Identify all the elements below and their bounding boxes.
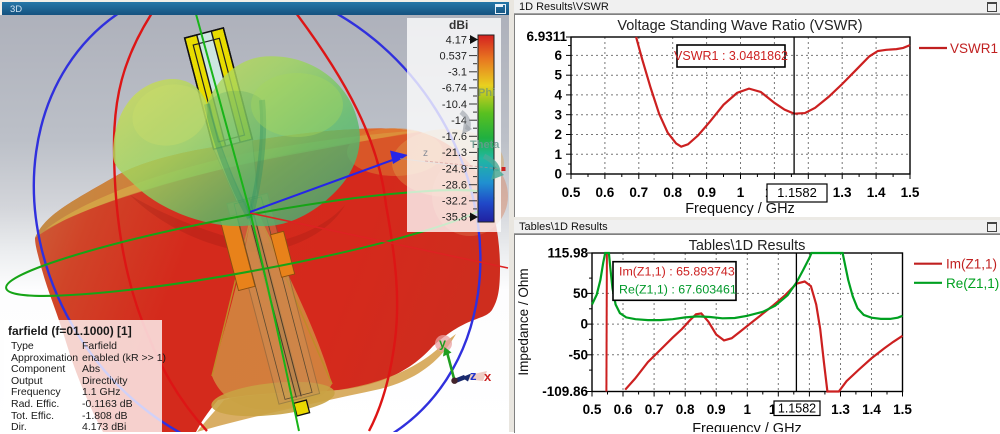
svg-text:-10.4: -10.4 xyxy=(442,99,467,111)
svg-text:0.537: 0.537 xyxy=(439,50,467,62)
svg-text:Theta: Theta xyxy=(470,139,500,151)
svg-text:0.6: 0.6 xyxy=(596,185,615,200)
svg-text:z: z xyxy=(470,368,477,383)
svg-text:1.5: 1.5 xyxy=(893,402,912,417)
svg-text:x: x xyxy=(484,369,492,384)
svg-text:1.1582: 1.1582 xyxy=(777,185,817,200)
svg-text:0.5: 0.5 xyxy=(562,185,581,200)
svg-text:-3.1: -3.1 xyxy=(448,67,467,79)
svg-text:Impedance / Ohm: Impedance / Ohm xyxy=(516,268,531,375)
svg-text:Frequency / GHz: Frequency / GHz xyxy=(685,201,795,217)
svg-text:-14: -14 xyxy=(451,115,467,127)
svg-text:VSWR1: VSWR1 xyxy=(950,41,998,56)
svg-text:-32.2: -32.2 xyxy=(442,196,467,208)
svg-text:Im(Z1,1) : 65.893743: Im(Z1,1) : 65.893743 xyxy=(619,265,735,279)
svg-text:1: 1 xyxy=(737,185,745,200)
svg-text:0.9: 0.9 xyxy=(707,402,726,417)
svg-text:4.17: 4.17 xyxy=(446,34,467,46)
svg-text:Phi: Phi xyxy=(478,87,495,99)
svg-text:6.9311: 6.9311 xyxy=(526,29,567,44)
svg-text:z: z xyxy=(423,148,428,159)
svg-text:0.7: 0.7 xyxy=(645,402,664,417)
svg-text:-24.9: -24.9 xyxy=(442,163,467,175)
svg-text:dBi: dBi xyxy=(449,18,468,32)
svg-text:-6.74: -6.74 xyxy=(442,83,467,95)
svg-text:0.7: 0.7 xyxy=(629,185,648,200)
svg-text:-109.86: -109.86 xyxy=(542,384,588,399)
svg-text:Re(Z1,1) : 67.603461: Re(Z1,1) : 67.603461 xyxy=(619,283,737,297)
svg-text:1.3: 1.3 xyxy=(833,185,852,200)
svg-text:1.1582: 1.1582 xyxy=(778,402,816,416)
svg-text:Frequency / GHz: Frequency / GHz xyxy=(692,421,802,432)
svg-text:y: y xyxy=(439,337,446,351)
svg-text:0.8: 0.8 xyxy=(663,185,682,200)
svg-text:1: 1 xyxy=(554,147,562,162)
svg-text:3: 3 xyxy=(554,107,562,122)
svg-text:1.3: 1.3 xyxy=(831,402,850,417)
svg-text:0.6: 0.6 xyxy=(614,402,633,417)
svg-text:0: 0 xyxy=(580,317,588,332)
svg-text:0.9: 0.9 xyxy=(697,185,716,200)
svg-text:4: 4 xyxy=(554,88,562,103)
svg-text:1.5: 1.5 xyxy=(901,185,920,200)
svg-text:-17.6: -17.6 xyxy=(442,131,467,143)
svg-text:6: 6 xyxy=(554,48,562,63)
svg-text:0.8: 0.8 xyxy=(676,402,695,417)
svg-text:1.4: 1.4 xyxy=(867,185,886,200)
svg-text:0: 0 xyxy=(554,167,562,182)
svg-text:115.98: 115.98 xyxy=(547,246,588,261)
svg-text:-21.3: -21.3 xyxy=(442,147,467,159)
svg-text:0.5: 0.5 xyxy=(583,402,602,417)
svg-text:5: 5 xyxy=(554,68,562,83)
svg-text:Tables\1D Results: Tables\1D Results xyxy=(689,238,806,254)
svg-text:1.4: 1.4 xyxy=(862,402,881,417)
svg-text:50: 50 xyxy=(573,286,588,301)
svg-text:1: 1 xyxy=(744,402,752,417)
svg-text:-50: -50 xyxy=(568,347,588,362)
svg-text:-28.6: -28.6 xyxy=(442,180,467,192)
svg-text:2: 2 xyxy=(554,127,562,142)
svg-text:VSWR1 : 3.0481862: VSWR1 : 3.0481862 xyxy=(674,49,788,63)
svg-text:Voltage Standing Wave Ratio (V: Voltage Standing Wave Ratio (VSWR) xyxy=(617,18,862,34)
svg-text:Re(Z1,1): Re(Z1,1) xyxy=(946,276,999,291)
svg-text:Im(Z1,1): Im(Z1,1) xyxy=(946,257,997,272)
svg-text:-35.8: -35.8 xyxy=(442,212,467,224)
